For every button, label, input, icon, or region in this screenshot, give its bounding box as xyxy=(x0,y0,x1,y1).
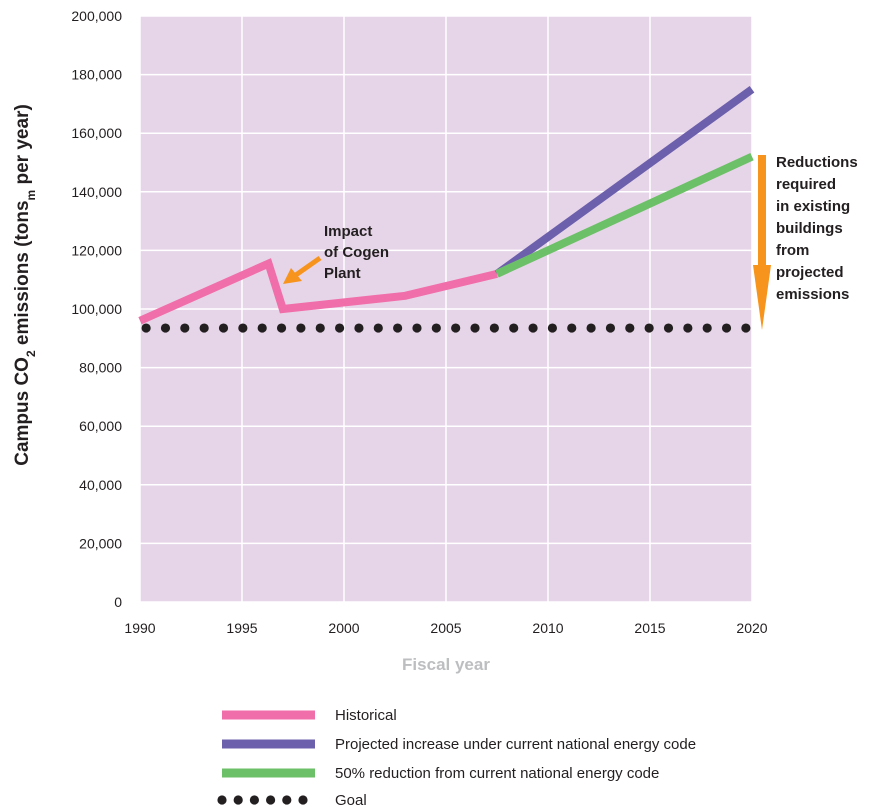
goal-point xyxy=(721,323,732,333)
cogen-arrowhead-icon xyxy=(283,268,302,284)
y-tick-label: 100,000 xyxy=(71,301,122,317)
y-axis-label: Campus CO2 emissions (tonsm per year) xyxy=(12,104,38,466)
y-tick-label: 20,000 xyxy=(79,535,122,551)
cogen-arrow-icon xyxy=(291,255,322,280)
reductions-arrowhead-icon xyxy=(753,265,771,330)
annotation-line: Plant xyxy=(324,265,361,282)
goal-point xyxy=(741,323,751,333)
annotation-line: of Cogen xyxy=(324,244,389,261)
goal-point xyxy=(334,323,345,333)
goal-point xyxy=(528,323,538,333)
series-line-projected-increase-under-current-national-energy-code xyxy=(494,86,755,278)
goal-point xyxy=(663,323,674,333)
x-tick-label: 2015 xyxy=(634,620,665,636)
x-tick-labels: 1990 1995 2000 2005 2010 2015 2020 xyxy=(124,620,767,636)
y-tick-label: 120,000 xyxy=(71,242,122,258)
y-tick-label: 80,000 xyxy=(79,360,122,376)
goal-point xyxy=(160,323,171,333)
x-tick-label: 2000 xyxy=(328,620,359,636)
y-tick-label: 200,000 xyxy=(71,8,122,24)
goal-point xyxy=(470,323,480,333)
cogen-annotation: Impact of Cogen Plant xyxy=(283,223,389,284)
gridlines xyxy=(139,15,753,603)
goal-point xyxy=(451,323,461,333)
goal-point xyxy=(354,323,364,333)
goal-point xyxy=(683,323,693,333)
legend: Historical Projected increase under curre… xyxy=(217,707,696,809)
goal-point xyxy=(644,323,654,333)
y-tick-label: 40,000 xyxy=(79,477,122,493)
y-tick-label: 180,000 xyxy=(71,67,122,83)
legend-swatch-dot xyxy=(217,795,227,805)
goal-point xyxy=(509,323,519,333)
goal-point xyxy=(257,323,267,333)
goal-point xyxy=(625,323,635,333)
annotation-line: required xyxy=(776,176,836,193)
x-axis-label: Fiscal year xyxy=(402,655,490,674)
goal-point xyxy=(296,323,306,333)
y-tick-labels: 0 20,000 40,000 60,000 80,000 100,000 120,000 1… xyxy=(71,8,122,610)
goal-point xyxy=(547,323,558,333)
y-tick-label: 60,000 xyxy=(79,418,122,434)
legend-label: Goal xyxy=(335,792,367,809)
x-tick-label: 1995 xyxy=(226,620,257,636)
annotation-line: Impact xyxy=(324,223,372,240)
x-tick-label: 2005 xyxy=(430,620,461,636)
goal-point xyxy=(702,323,712,333)
legend-label: 50% reduction from current national ener… xyxy=(335,765,659,782)
goal-point xyxy=(567,323,577,333)
goal-point xyxy=(412,323,422,333)
series-lines xyxy=(138,86,755,333)
legend-label: Projected increase under current nationa… xyxy=(335,736,696,753)
y-tick-label: 160,000 xyxy=(71,125,122,141)
goal-point xyxy=(238,323,248,333)
goal-point xyxy=(373,323,383,333)
goal-point xyxy=(180,323,190,333)
goal-point xyxy=(218,323,229,333)
goal-point xyxy=(315,323,325,333)
series-line-historical xyxy=(138,258,498,325)
goal-point xyxy=(605,323,616,333)
annotation-line: Reductions xyxy=(776,154,858,171)
goal-point xyxy=(431,323,441,333)
goal-point xyxy=(393,323,403,333)
legend-swatch-dot xyxy=(282,795,292,805)
annotation-line: emissions xyxy=(776,286,849,303)
annotation-line: from xyxy=(776,242,809,259)
y-tick-label: 140,000 xyxy=(71,184,122,200)
reductions-annotation: Reductions required in existing building… xyxy=(753,154,858,330)
goal-point xyxy=(586,323,596,333)
annotation-line: buildings xyxy=(776,220,843,237)
goal-point xyxy=(276,323,287,333)
x-tick-label: 2020 xyxy=(736,620,767,636)
legend-swatch-dot xyxy=(298,795,308,805)
annotation-line: in existing xyxy=(776,198,850,215)
goal-point xyxy=(141,323,151,333)
legend-label: Historical xyxy=(335,707,397,724)
annotation-line: projected xyxy=(776,264,844,281)
y-tick-label: 0 xyxy=(114,594,122,610)
x-tick-label: 1990 xyxy=(124,620,155,636)
goal-point xyxy=(489,323,499,333)
legend-swatch-dot xyxy=(266,795,276,805)
legend-swatch-dot xyxy=(233,795,243,805)
x-tick-label: 2010 xyxy=(532,620,563,636)
legend-swatch-dot xyxy=(249,795,259,805)
goal-point xyxy=(199,323,209,333)
reductions-arrow-icon xyxy=(758,155,766,267)
series-line-50-reduction-from-current-national-energy-code xyxy=(495,153,754,278)
